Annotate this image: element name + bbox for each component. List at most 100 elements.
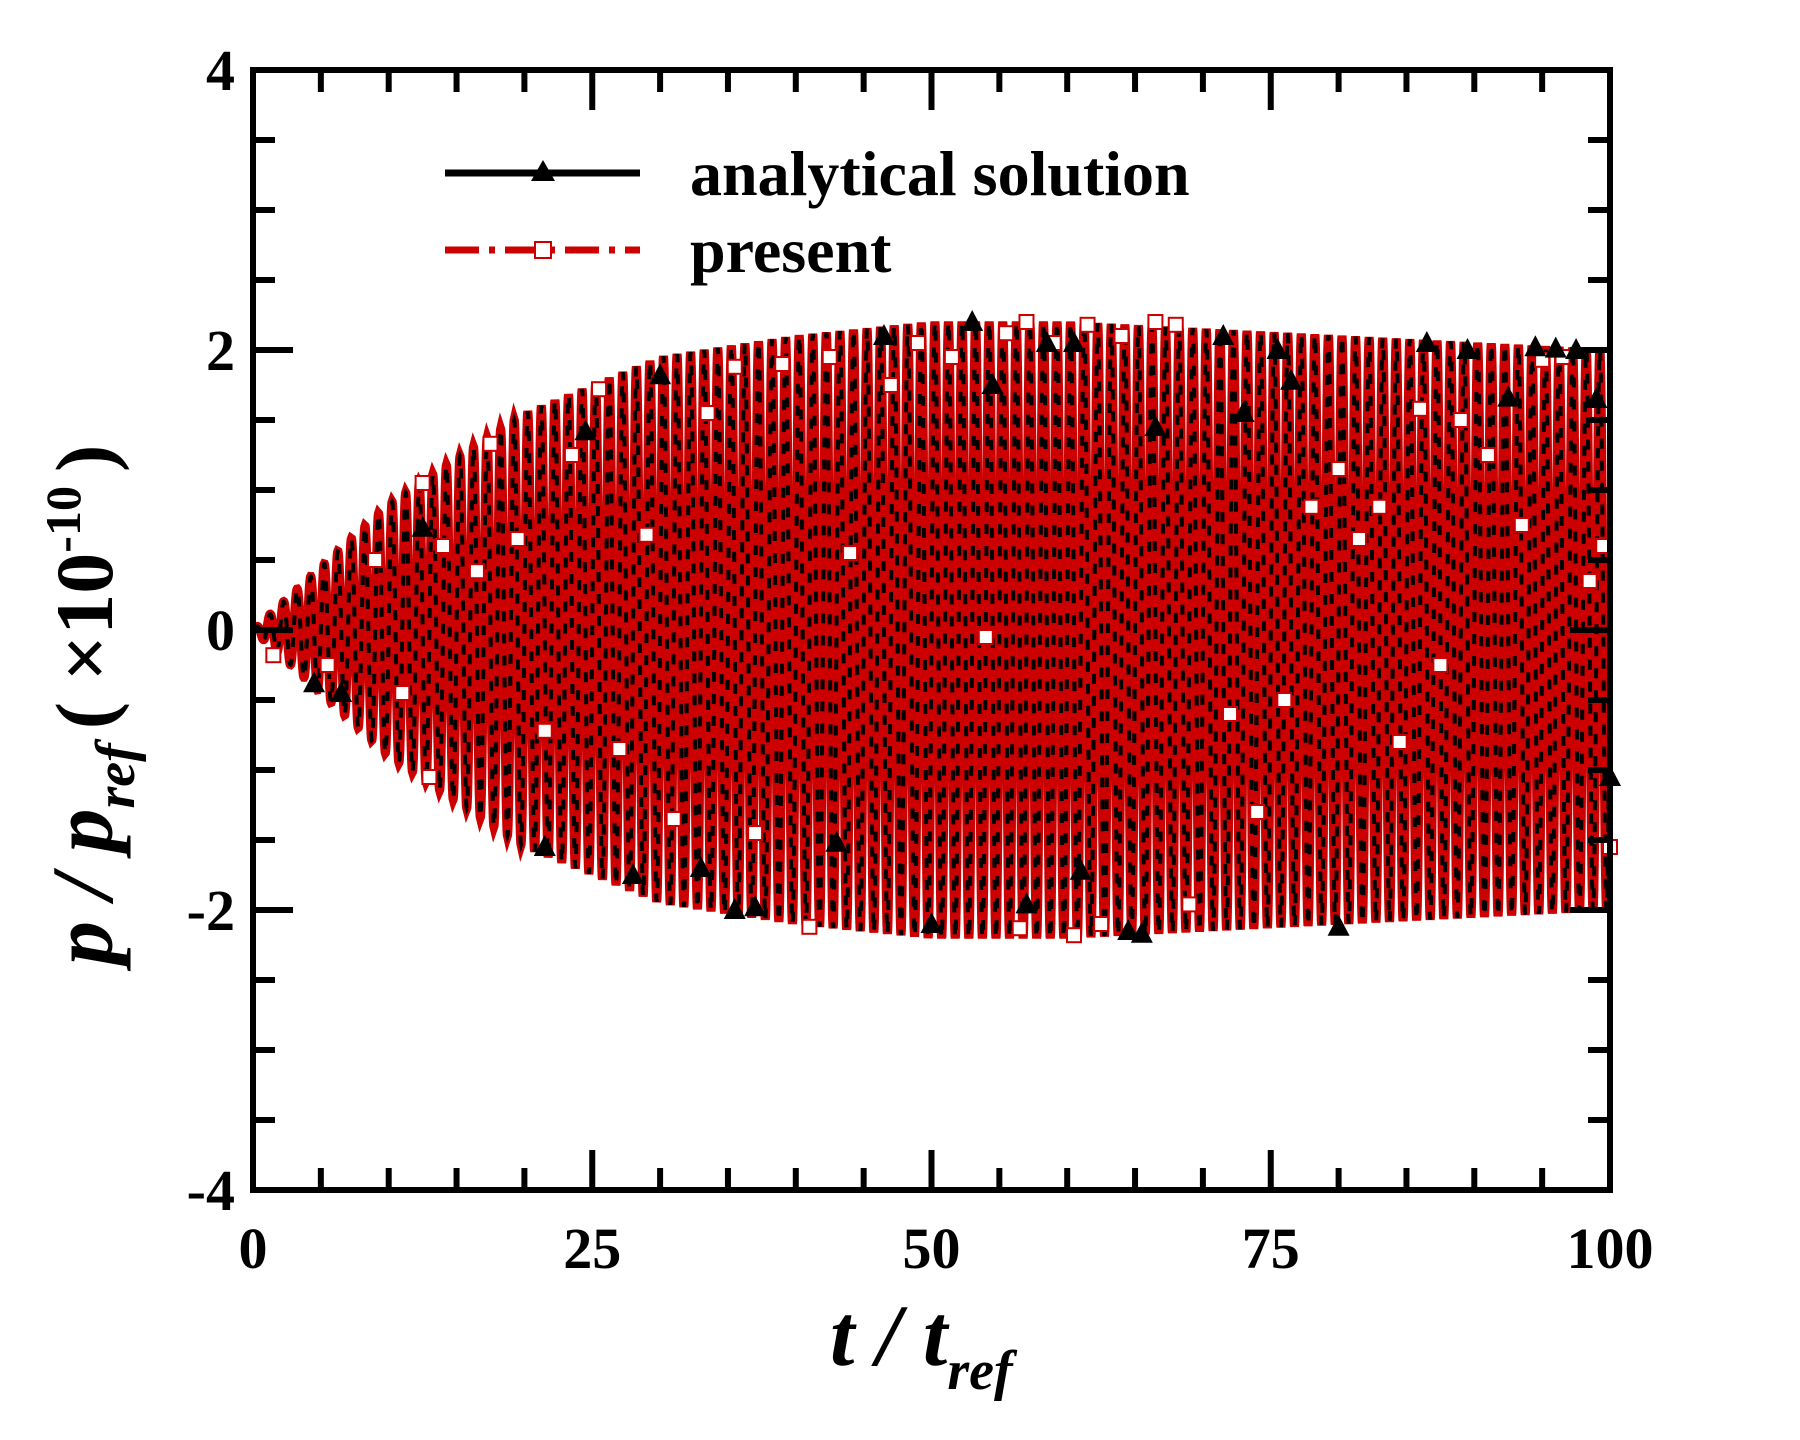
marker-present — [1391, 734, 1408, 750]
y-tick-label: -4 — [187, 1158, 235, 1223]
marker-analytical — [1585, 387, 1608, 408]
marker-present — [638, 526, 655, 543]
marker-analytical — [1212, 324, 1235, 345]
marker-present — [611, 741, 628, 757]
y-axis-title-main: p / p — [35, 809, 132, 972]
marker-present — [1181, 896, 1198, 913]
marker-present — [726, 358, 743, 375]
marker-present — [1479, 447, 1496, 463]
marker-present — [943, 349, 960, 365]
marker-present — [909, 335, 926, 351]
y-axis-title-close: ) — [39, 445, 130, 472]
y-tick-label: 0 — [206, 598, 235, 663]
marker-analytical — [1117, 919, 1140, 940]
marker-analytical — [744, 895, 767, 917]
marker-present — [265, 647, 282, 664]
svg-text:p / pref( ×10-10): p / pref ( ×10-10) — [35, 445, 147, 972]
x-axis-title: t / tref — [830, 1288, 1018, 1402]
marker-present — [699, 405, 716, 421]
x-tick-label: 100 — [1567, 1216, 1654, 1281]
marker-present — [563, 447, 580, 463]
marker-analytical — [1544, 336, 1567, 358]
x-tick-label: 75 — [1242, 1216, 1300, 1281]
legend-entry-present: present — [445, 215, 892, 286]
marker-present — [421, 769, 438, 785]
marker-analytical — [1062, 331, 1085, 352]
marker-present — [509, 531, 526, 547]
marker-present — [1018, 314, 1035, 330]
marker-present — [821, 349, 838, 365]
marker-present — [1222, 706, 1239, 722]
marker-analytical — [303, 671, 326, 693]
marker-present — [1350, 531, 1367, 547]
series-layer — [253, 321, 1610, 939]
marker-analytical — [981, 373, 1004, 394]
y-tick-label: 4 — [206, 38, 235, 103]
marker-present — [882, 377, 899, 393]
marker-present — [1276, 692, 1293, 708]
marker-present — [414, 475, 431, 491]
marker-analytical — [1144, 415, 1167, 436]
marker-present — [842, 545, 859, 561]
svg-text:t / tref: t / tref — [830, 1288, 1018, 1402]
marker-present — [1330, 461, 1347, 477]
marker-analytical — [1035, 331, 1058, 352]
legend-marker-analytical — [531, 160, 555, 181]
legend-marker-present — [534, 241, 552, 259]
marker-analytical — [1015, 892, 1038, 914]
marker-present — [1452, 412, 1469, 428]
marker-analytical — [1280, 368, 1303, 390]
marker-present — [1079, 316, 1096, 333]
marker-analytical — [1069, 858, 1092, 880]
marker-analytical — [1232, 401, 1255, 422]
marker-present — [1011, 920, 1028, 937]
marker-present — [1167, 316, 1184, 333]
x-tick-label: 0 — [239, 1216, 268, 1281]
y-axis-title-exponent: -10 — [35, 486, 91, 553]
marker-analytical — [1130, 921, 1153, 943]
marker-present — [1065, 927, 1082, 944]
x-axis-title-sub: ref — [947, 1340, 1018, 1402]
marker-present — [1113, 328, 1130, 344]
legend: analytical solution present — [445, 138, 1190, 286]
marker-analytical — [330, 681, 353, 702]
marker-analytical — [1524, 335, 1547, 357]
marker-present — [319, 657, 336, 673]
marker-present — [591, 381, 608, 398]
axis-ticks — [250, 67, 1613, 1193]
marker-present — [1412, 400, 1429, 417]
marker-analytical — [920, 912, 943, 933]
marker-analytical — [689, 856, 712, 877]
y-axis-title: p / pref ( ×10-10) — [35, 445, 147, 972]
marker-present — [468, 563, 485, 580]
marker-analytical — [961, 310, 984, 331]
y-axis-title-sub: ref — [85, 738, 147, 809]
marker-analytical — [1266, 338, 1289, 359]
marker-present — [998, 325, 1015, 342]
legend-label-analytical: analytical solution — [690, 138, 1190, 209]
marker-present — [434, 538, 451, 554]
series-line-analytical — [253, 321, 1610, 939]
marker-present — [1371, 498, 1388, 515]
marker-present — [1093, 916, 1110, 932]
x-tick-label: 50 — [903, 1216, 961, 1281]
legend-label-present: present — [690, 215, 892, 286]
marker-analytical — [533, 835, 556, 856]
marker-layer — [265, 310, 1621, 944]
marker-analytical — [873, 324, 896, 345]
marker-analytical — [1456, 338, 1479, 359]
marker-analytical — [723, 898, 746, 919]
marker-present — [977, 629, 994, 645]
marker-present — [1249, 804, 1266, 820]
marker-present — [1303, 498, 1320, 515]
x-axis-title-main: t / t — [830, 1288, 950, 1385]
marker-analytical — [1327, 914, 1350, 936]
marker-present — [482, 435, 499, 452]
marker-present — [1513, 517, 1530, 533]
marker-analytical — [574, 419, 597, 441]
y-axis-title-unit: ( ×10 — [39, 553, 130, 730]
marker-present — [394, 685, 411, 701]
marker-present — [1581, 573, 1598, 589]
marker-analytical — [825, 830, 848, 852]
